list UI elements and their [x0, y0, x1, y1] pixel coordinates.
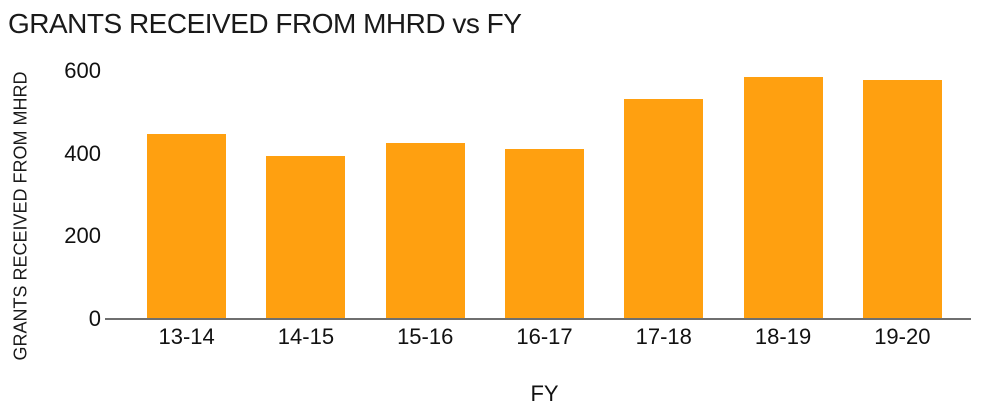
- x-tick-label: 18-19: [754, 324, 812, 349]
- x-axis-line: [105, 318, 971, 320]
- bar-band: [366, 71, 485, 319]
- bar-band: [723, 71, 842, 319]
- x-axis-tick-labels: 13-14 14-15 15-16 16-17 17-18 18-19 19-20: [127, 325, 962, 349]
- x-axis-title: FY: [530, 381, 559, 406]
- bar-17-18: [624, 99, 704, 319]
- x-tick-label: 14-15: [277, 324, 335, 349]
- bar-band: [246, 71, 365, 319]
- y-tick-label: 400: [64, 140, 101, 166]
- bar-16-17: [504, 149, 584, 319]
- bar-14-15: [266, 156, 346, 319]
- bar-band: [604, 71, 723, 319]
- y-axis-title: GRANTS RECEIVED FROM MHRD: [10, 71, 31, 361]
- x-tick-label: 15-16: [397, 324, 454, 349]
- bar-band: [485, 71, 604, 319]
- x-tick-label: 17-18: [635, 324, 692, 349]
- bar-band: [127, 71, 246, 319]
- x-tick-label: 19-20: [874, 324, 931, 349]
- plot-area: [127, 71, 962, 319]
- bar-19-20: [862, 80, 942, 319]
- chart-title: GRANTS RECEIVED FROM MHRD vs FY: [8, 8, 522, 39]
- bar-18-19: [743, 77, 823, 319]
- y-tick-label: 600: [64, 58, 101, 83]
- y-tick-label: 200: [64, 223, 101, 249]
- bar-15-16: [385, 143, 465, 319]
- y-tick-label: 0: [88, 306, 101, 331]
- bar-band: [843, 71, 962, 319]
- x-tick-label: 16-17: [516, 324, 573, 349]
- bar-13-14: [147, 134, 227, 319]
- x-tick-label: 13-14: [158, 324, 215, 349]
